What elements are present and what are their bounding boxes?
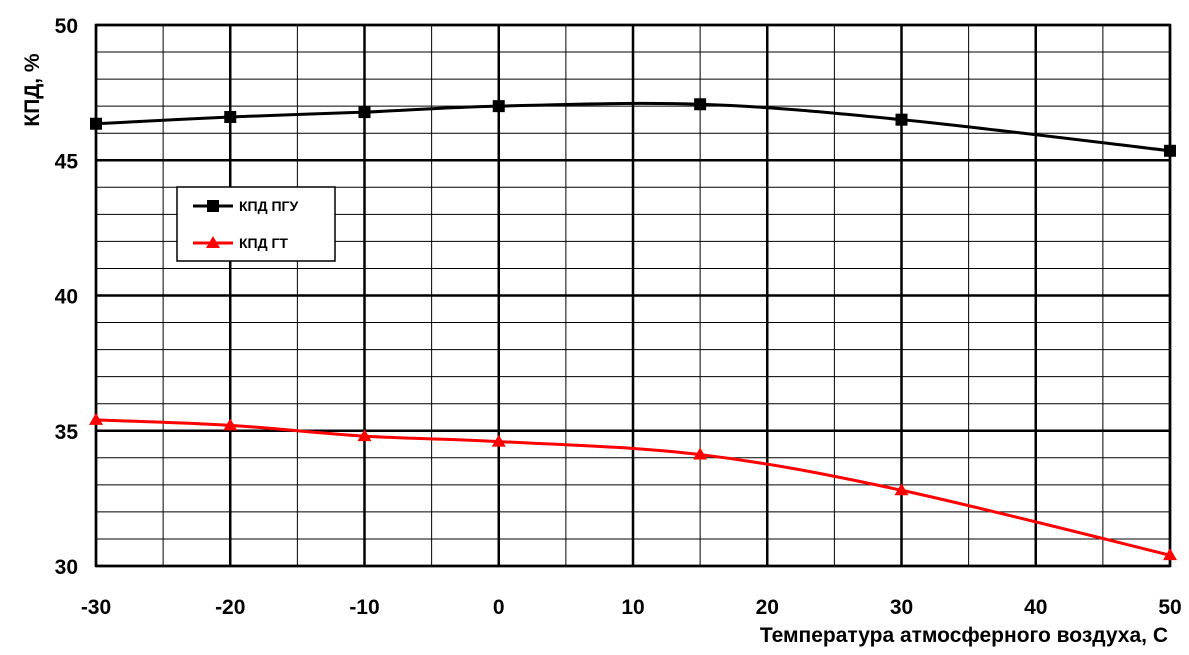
x-axis-title: Температура атмосферного воздуха, С [760, 624, 1168, 647]
legend-marker-gt [206, 236, 220, 248]
data-point-square [492, 100, 505, 113]
x-tick-label: 40 [1024, 596, 1047, 619]
y-axis-title: КПД, % [21, 53, 44, 127]
data-point-triangle [491, 434, 506, 447]
data-point-triangle [693, 447, 708, 460]
data-point-square [90, 117, 102, 130]
x-tick-label: -20 [215, 596, 245, 619]
data-point-square [694, 98, 707, 111]
x-tick-label: -30 [81, 596, 111, 619]
legend-box [176, 186, 336, 262]
x-tick-label: 50 [1158, 596, 1181, 619]
x-tick-label: 20 [756, 596, 779, 619]
y-tick-label: 45 [55, 150, 79, 173]
series-layer [89, 98, 1177, 561]
data-point-square [895, 113, 908, 126]
data-point-square [1164, 144, 1176, 157]
x-tick-label: 30 [890, 596, 913, 619]
data-point-triangle [1163, 548, 1177, 561]
legend-label-gt: КПД ГТ [239, 235, 288, 251]
plot-frame [94, 23, 1172, 568]
series-line-0 [95, 101, 1171, 153]
x-tick-labels: -30 -20 -10 0 10 20 30 40 50 [81, 596, 1182, 619]
legend: КПД ПГУ КПД ГТ [176, 186, 336, 262]
series-line-1 [95, 418, 1171, 557]
data-point-triangle [89, 412, 103, 425]
y-tick-label: 35 [55, 421, 79, 444]
data-point-triangle [357, 429, 372, 442]
x-tick-label: 10 [621, 596, 644, 619]
data-point-triangle [223, 418, 238, 431]
y-tick-labels: 30 35 40 45 50 [55, 15, 79, 579]
data-point-square [224, 110, 237, 123]
x-tick-label: -10 [349, 596, 379, 619]
legend-marker-pgu [207, 200, 219, 212]
y-tick-label: 50 [55, 15, 78, 38]
legend-label-pgu: КПД ПГУ [239, 198, 298, 214]
x-tick-label: 0 [493, 596, 505, 619]
y-tick-label: 30 [55, 556, 78, 579]
y-tick-label: 40 [55, 286, 78, 309]
data-point-triangle [894, 483, 909, 496]
data-point-square [358, 106, 371, 119]
